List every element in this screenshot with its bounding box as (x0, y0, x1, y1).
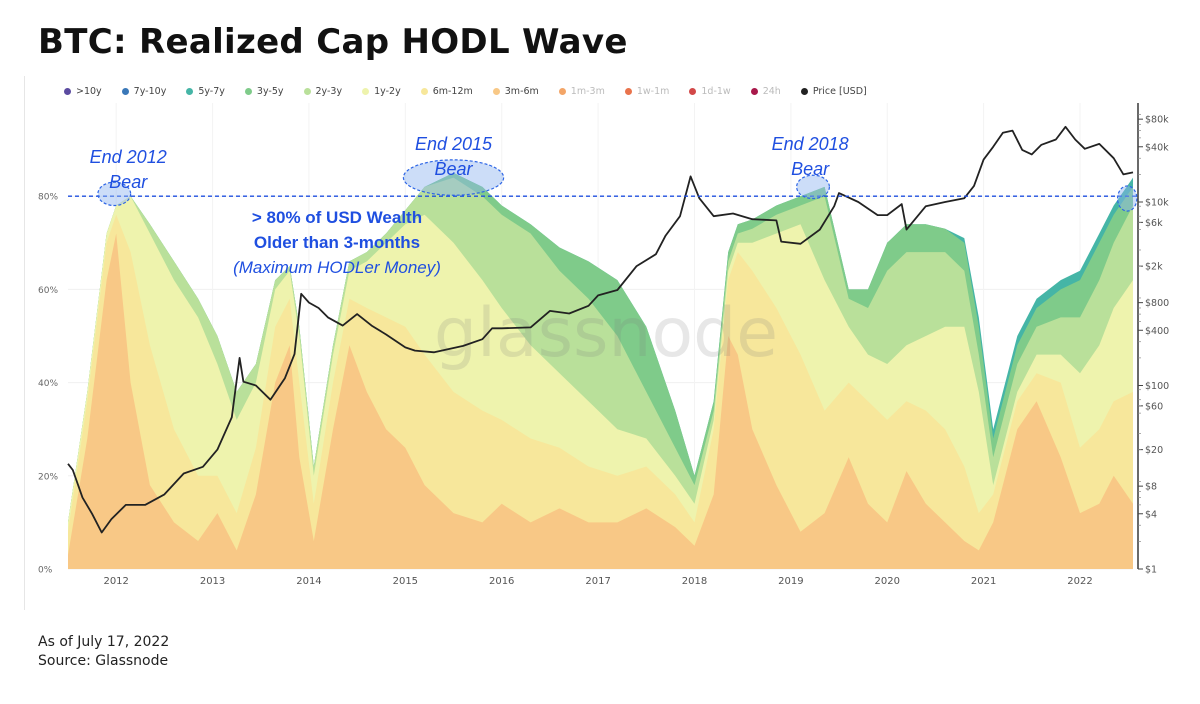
chart-left-border (24, 76, 25, 610)
legend-item-7y-10y[interactable]: 7y-10y (121, 84, 167, 98)
callout-line-1: > 80% of USD Wealth (252, 208, 422, 227)
y-left-tick-label: 0% (38, 566, 53, 576)
legend-swatch (800, 87, 808, 95)
legend-item-6m-12m[interactable]: 6m-12m (420, 84, 473, 98)
legend-swatch (624, 87, 632, 95)
legend-item-24h[interactable]: 24h (750, 84, 781, 98)
legend-swatch (244, 87, 252, 95)
legend-label: 1d-1w (701, 85, 731, 97)
legend-item-1m-3m[interactable]: 1m-3m (558, 84, 605, 98)
as-of-date: As of July 17, 2022 (38, 634, 170, 650)
y-right-tick-label: $8 (1145, 482, 1157, 493)
x-tick-label: 2019 (778, 576, 803, 587)
bear-label-title: End 2012 (90, 147, 167, 167)
bear-label-subtitle: Bear (791, 159, 830, 179)
legend-label: Price [USD] (812, 85, 867, 97)
highlight-ellipse (796, 174, 831, 200)
legend-label: 1m-3m (570, 85, 605, 97)
legend-swatch (64, 87, 71, 95)
y-axis-left: 0% 20% 40% 60% 80% (38, 193, 58, 576)
y-right-tick-label: $4 (1145, 509, 1157, 520)
legend-label: 6m-12m (432, 85, 473, 97)
x-tick-label: 2016 (489, 576, 514, 587)
legend-item-1d-1w[interactable]: 1d-1w (689, 84, 731, 98)
x-tick-label: 2012 (103, 576, 128, 587)
y-right-tick-label: $100 (1145, 381, 1169, 392)
y-right-tick-label: $40k (1145, 142, 1169, 153)
highlight-ellipse (402, 159, 505, 196)
y-axis-right: $1 $4 $8 $20 $60 $100 $400 $800 $2k $6k $10k $40k $8… (1137, 103, 1169, 576)
y-right-tick-label: $20 (1145, 445, 1163, 456)
y-right-tick-label: $800 (1145, 298, 1169, 309)
footer: As of July 17, 2022 Source: Glassnode (38, 633, 169, 671)
y-left-tick-label: 20% (38, 472, 58, 482)
legend-item-1y-2y[interactable]: 1y-2y (362, 84, 401, 98)
area-band-3m-6m (68, 233, 1133, 569)
area-series-group (68, 172, 1133, 570)
legend-swatch (689, 87, 697, 95)
legend-label: 1w-1m (636, 85, 670, 97)
highlight-ellipse (1116, 185, 1138, 212)
legend-label: >10y (76, 85, 102, 97)
highlight-ellipse (97, 181, 132, 207)
x-tick-label: 2014 (296, 576, 321, 587)
legend-swatch (558, 87, 566, 95)
price-line-group (67, 125, 1134, 534)
legend-label: 5y-7y (198, 85, 225, 97)
bear-label-title: End 2015 (415, 134, 493, 154)
legend-swatch (186, 87, 194, 95)
legend-label: 2y-3y (315, 85, 343, 97)
source-note: Source: Glassnode (38, 653, 169, 669)
x-axis: 2012 2013 2014 2015 2016 2017 2018 2019 2020 2021… (103, 576, 1092, 587)
legend-item-3m-6m[interactable]: 3m-6m (492, 84, 539, 98)
legend-swatch (362, 87, 370, 95)
bear-label-title: End 2018 (772, 134, 849, 154)
price-line (67, 125, 1134, 534)
x-tick-label: 2018 (682, 576, 707, 587)
y-right-tick-label: $2k (1145, 262, 1163, 273)
bear-label-subtitle: Bear (109, 172, 148, 192)
annotations: End 2012 Bear End 2015 Bear End 2018 Bear > 80… (90, 134, 849, 277)
legend-swatch (303, 87, 311, 95)
legend-label: 7y-10y (133, 85, 167, 97)
y-left-tick-label: 80% (38, 193, 58, 203)
legend-item-3y-5y[interactable]: 3y-5y (244, 84, 284, 98)
x-tick-label: 2020 (875, 576, 900, 587)
x-tick-label: 2022 (1067, 576, 1092, 587)
legend-label: 24h (762, 85, 781, 97)
legend-swatch (750, 87, 758, 95)
x-tick-label: 2015 (393, 576, 418, 587)
legend-item-1w-1m[interactable]: 1w-1m (624, 84, 670, 98)
legend-swatch (492, 87, 500, 95)
legend-label: 1y-2y (374, 85, 401, 97)
legend-label: 3y-5y (256, 85, 284, 97)
legend-item-5y-7y[interactable]: 5y-7y (186, 84, 225, 98)
y-right-tick-label: $6k (1145, 218, 1163, 229)
callout-line-2: Older than 3-months (254, 233, 420, 252)
y-right-tick-label: $10k (1145, 198, 1169, 209)
y-left-tick-label: 40% (38, 379, 58, 389)
legend-item--10y[interactable]: >10y (64, 84, 102, 98)
y-left-tick-label: 60% (38, 286, 58, 296)
x-tick-label: 2013 (200, 576, 225, 587)
x-tick-label: 2021 (971, 576, 996, 587)
watermark: glassnode (434, 294, 778, 373)
highlight-ellipses (97, 159, 1138, 212)
legend-swatch (121, 87, 129, 95)
page-title: BTC: Realized Cap HODL Wave (38, 22, 628, 62)
y-right-tick-label: $1 (1145, 565, 1157, 576)
callout-line-3: (Maximum HODLer Money) (233, 258, 441, 277)
legend-swatch (420, 87, 428, 95)
chart-legend: >10y 7y-10y 5y-7y 3y-5y 2y-3y 1y-2y 6m-12m 3m-6… (64, 84, 887, 98)
legend-item-2y-3y[interactable]: 2y-3y (303, 84, 343, 98)
chart-frame (24, 76, 1174, 610)
y-right-tick-label: $400 (1145, 326, 1169, 337)
y-right-tick-label: $60 (1145, 401, 1163, 412)
y-right-tick-label: $80k (1145, 115, 1169, 126)
legend-label: 3m-6m (504, 85, 539, 97)
x-tick-label: 2017 (585, 576, 610, 587)
bear-label-subtitle: Bear (435, 159, 474, 179)
legend-item-price-usd-[interactable]: Price [USD] (800, 84, 867, 98)
